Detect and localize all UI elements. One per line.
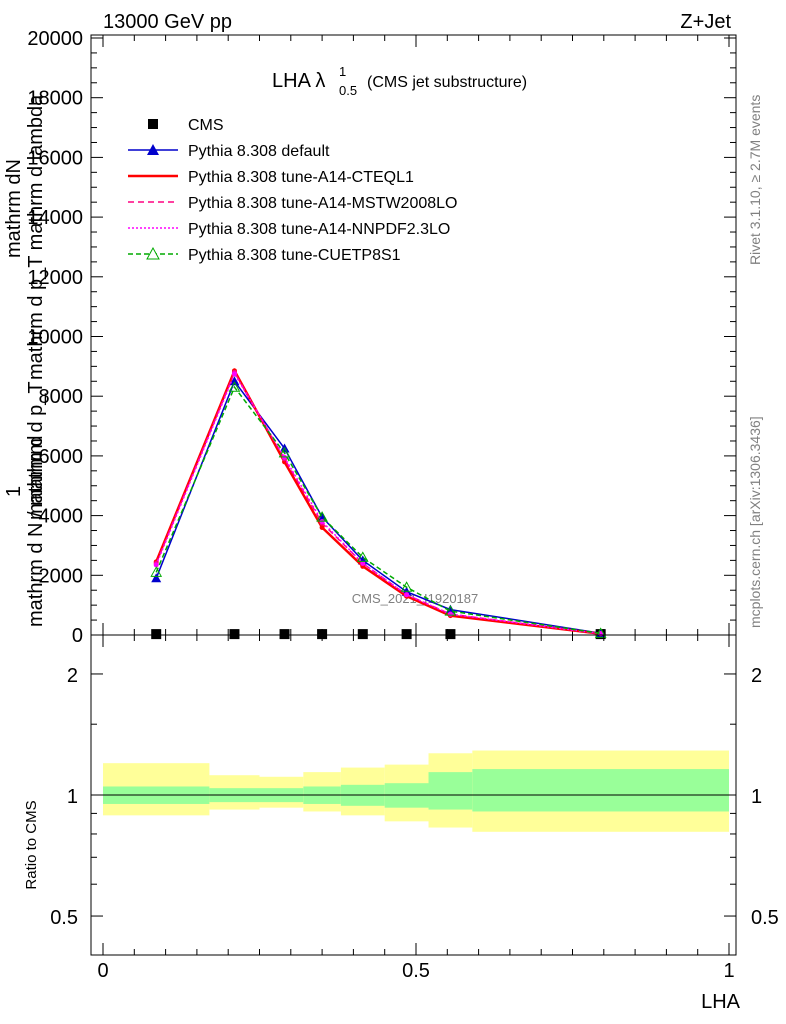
cms-point <box>279 629 290 640</box>
x-tick-label: 0.5 <box>402 960 430 982</box>
cms-point <box>229 629 240 640</box>
legend-marker <box>146 246 160 260</box>
main-x-ticks <box>102 35 730 635</box>
cms-point <box>317 629 328 640</box>
series-point <box>319 525 325 531</box>
main-y-tick-label: 12000 <box>27 267 83 289</box>
cms-point <box>401 629 412 640</box>
legend-label: Pythia 8.308 tune-A14-CTEQL1 <box>188 169 414 186</box>
ylabel-line3: mathrm d p_T mathrm d lambda <box>25 94 47 380</box>
ratio-x-axis: 0 0.5 1 <box>97 635 735 982</box>
series-point <box>356 551 369 562</box>
legend-label: Pythia 8.308 tune-A14-NNPDF2.3LO <box>188 221 450 238</box>
ylabel-one: 1 <box>3 486 25 497</box>
ratio-bands <box>103 750 729 832</box>
side-label-rivet: Rivet 3.1.10, ≥ 2.7M events <box>747 95 763 265</box>
series-point <box>447 611 453 617</box>
ratio-y-tick-label: 2 <box>67 665 78 687</box>
series-point <box>228 381 241 392</box>
series-point <box>444 605 457 616</box>
title-note: (CMS jet substructure) <box>367 74 527 91</box>
main-y-axis: 0 2000 4000 6000 8000 10000 12000 14000 16000 180… <box>27 28 736 647</box>
series-line <box>155 385 601 635</box>
series-point <box>360 560 366 566</box>
ratio-y-tick-label: 0.5 <box>50 907 78 929</box>
cms-point <box>151 629 162 640</box>
x-tick-label: 0 <box>97 960 108 982</box>
ratio-y-tick-label-right: 0.5 <box>751 907 779 929</box>
main-y-tick-label: 18000 <box>27 88 83 110</box>
main-y-tick-label: 4000 <box>39 506 84 528</box>
title-main: LHA λ <box>272 70 325 92</box>
series-line <box>155 379 601 634</box>
legend-item: Pythia 8.308 tune-A14-CTEQL1 <box>128 169 414 186</box>
legend-label: Pythia 8.308 tune-A14-MSTW2008LO <box>188 195 457 212</box>
main-y-tick-label: 0 <box>72 625 83 647</box>
side-label-mcplots: mcplots.cern.ch [arXiv:1306.3436] <box>747 416 763 628</box>
series-point <box>400 581 413 592</box>
legend-marker <box>148 119 158 129</box>
legend-marker <box>147 144 159 155</box>
ratio-band-inner <box>428 772 473 810</box>
main-y-tick-label: 10000 <box>27 327 83 349</box>
main-y-tick-label: 2000 <box>39 565 84 587</box>
ratio-y-tick-label-right: 1 <box>751 786 762 808</box>
legend-item: Pythia 8.308 default <box>128 143 330 160</box>
main-y-tick-label: 16000 <box>27 147 83 169</box>
ratio-y-tick-label: 1 <box>67 786 78 808</box>
header-process: Z+Jet <box>680 11 731 33</box>
ylabel-line2: mathrm d <box>25 436 47 520</box>
title-sup: 1 <box>339 64 346 79</box>
x-tick-label: 1 <box>723 960 734 982</box>
ratio-y-label: Ratio to CMS <box>23 800 40 889</box>
legend-item: Pythia 8.308 tune-A14-MSTW2008LO <box>128 195 457 212</box>
cms-point <box>357 629 368 640</box>
legend-item: CMS <box>148 117 224 134</box>
series-point <box>357 555 368 565</box>
legend-label: Pythia 8.308 tune-CUETP8S1 <box>188 247 401 264</box>
main-y-tick-label: 6000 <box>39 446 84 468</box>
series-point <box>404 592 410 598</box>
series-layer <box>150 367 607 640</box>
cms-point <box>445 629 456 640</box>
series-point <box>278 446 291 458</box>
ratio-band-inner <box>472 769 729 812</box>
ylabel-line1: mathrm d N / mathrm d p_T <box>25 381 47 627</box>
series-point <box>153 562 159 568</box>
main-y-tick-label: 20000 <box>27 28 83 50</box>
legend: CMS Pythia 8.308 default Pythia 8.308 tune… <box>128 117 457 264</box>
legend-label: Pythia 8.308 default <box>188 143 330 160</box>
ratio-y-tick-label-right: 2 <box>751 665 762 687</box>
series-point <box>316 511 328 522</box>
series-point <box>151 573 162 583</box>
main-y-tick-label: 14000 <box>27 207 83 229</box>
main-title: LHA λ 1 0.5 (CMS jet substructure) <box>272 64 527 98</box>
main-y-label: mathrm d N / mathrm d p_T mathrm d 1 mat… <box>3 94 47 627</box>
ylabel-line4: mathrm dN <box>3 159 25 258</box>
legend-label: CMS <box>188 117 224 134</box>
x-axis-label: LHA <box>701 991 741 1013</box>
series-point <box>594 627 607 638</box>
main-y-tick-label: 8000 <box>39 386 84 408</box>
title-sub: 0.5 <box>339 83 357 98</box>
series-point <box>150 566 163 577</box>
series-point <box>229 376 240 386</box>
legend-item: Pythia 8.308 tune-CUETP8S1 <box>128 246 401 264</box>
legend-item: Pythia 8.308 tune-A14-NNPDF2.3LO <box>128 221 450 238</box>
series-point <box>231 371 237 377</box>
header-energy: 13000 GeV pp <box>103 11 232 33</box>
ratio-y-axis: 0.5 0.5 1 1 2 2 <box>50 665 779 956</box>
